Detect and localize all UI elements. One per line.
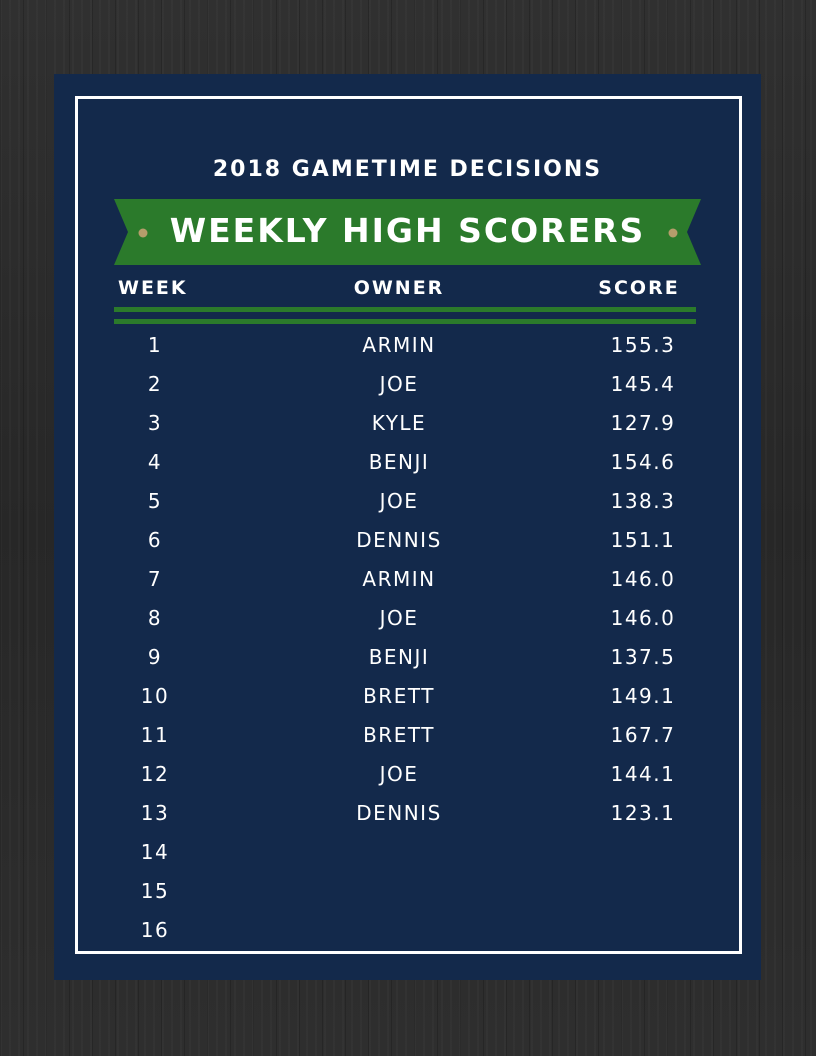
score-cell: 149.1 xyxy=(610,684,676,708)
week-cell: 5 xyxy=(147,489,163,513)
week-cell: 8 xyxy=(147,606,163,630)
week-cell: 13 xyxy=(140,801,170,825)
score-cell: 137.5 xyxy=(610,645,676,669)
table-row: 14 xyxy=(0,833,816,872)
table-row: 3 KYLE 127.9 xyxy=(0,404,816,443)
owner-cell: BRETT xyxy=(363,723,435,747)
table-row: 4 BENJI 154.6 xyxy=(0,443,816,482)
week-cell: 12 xyxy=(140,762,170,786)
table-row: 5 JOE 138.3 xyxy=(0,482,816,521)
owner-cell: BRETT xyxy=(363,684,435,708)
owner-cell: DENNIS xyxy=(356,528,442,552)
poster-frame xyxy=(75,96,742,954)
week-cell: 9 xyxy=(147,645,163,669)
week-cell: 6 xyxy=(147,528,163,552)
week-cell: 2 xyxy=(147,372,163,396)
score-cell: 154.6 xyxy=(610,450,676,474)
banner-ribbon-shape xyxy=(114,199,701,265)
league-name: 2018 GAMETIME DECISIONS xyxy=(212,157,603,182)
score-cell: 167.7 xyxy=(610,723,676,747)
table-row: 11 BRETT 167.7 xyxy=(0,716,816,755)
table-row: 9 BENJI 137.5 xyxy=(0,638,816,677)
owner-cell: JOE xyxy=(379,606,419,630)
title-banner: WEEKLY HIGH SCORERS xyxy=(114,199,701,265)
header-divider-top xyxy=(114,307,696,312)
column-header-owner: OWNER xyxy=(353,277,445,299)
owner-cell: KYLE xyxy=(371,411,427,435)
week-cell: 7 xyxy=(147,567,163,591)
score-cell: 146.0 xyxy=(610,567,676,591)
owner-cell: JOE xyxy=(379,372,419,396)
header-divider-bottom xyxy=(114,319,696,324)
score-cell: 155.3 xyxy=(610,333,676,357)
owner-cell: JOE xyxy=(379,762,419,786)
table-row: 1 ARMIN 155.3 xyxy=(0,326,816,365)
banner-dot-right xyxy=(668,228,678,238)
table-row: 12 JOE 144.1 xyxy=(0,755,816,794)
week-cell: 3 xyxy=(147,411,163,435)
scores-table: 1 ARMIN 155.3 2 JOE 145.4 3 KYLE 127.9 4… xyxy=(0,326,816,950)
column-header-score: SCORE xyxy=(598,277,680,299)
page-title: WEEKLY HIGH SCORERS xyxy=(169,211,646,250)
score-cell: 138.3 xyxy=(610,489,676,513)
score-cell: 123.1 xyxy=(610,801,676,825)
score-cell: 145.4 xyxy=(610,372,676,396)
owner-cell: JOE xyxy=(379,489,419,513)
week-cell: 15 xyxy=(140,879,170,903)
owner-cell: ARMIN xyxy=(362,567,436,591)
table-row: 7 ARMIN 146.0 xyxy=(0,560,816,599)
table-row: 13 DENNIS 123.1 xyxy=(0,794,816,833)
banner-dot-left xyxy=(138,228,148,238)
week-cell: 10 xyxy=(140,684,170,708)
score-cell: 146.0 xyxy=(610,606,676,630)
table-row: 6 DENNIS 151.1 xyxy=(0,521,816,560)
owner-cell: DENNIS xyxy=(356,801,442,825)
score-cell: 127.9 xyxy=(610,411,676,435)
table-row: 8 JOE 146.0 xyxy=(0,599,816,638)
week-cell: 16 xyxy=(140,918,170,942)
week-cell: 11 xyxy=(140,723,170,747)
week-cell: 4 xyxy=(147,450,163,474)
owner-cell: BENJI xyxy=(368,645,430,669)
table-row: 2 JOE 145.4 xyxy=(0,365,816,404)
column-header-week: WEEK xyxy=(118,277,188,299)
week-cell: 1 xyxy=(147,333,163,357)
table-row: 16 xyxy=(0,911,816,950)
score-cell: 144.1 xyxy=(610,762,676,786)
table-row: 15 xyxy=(0,872,816,911)
owner-cell: ARMIN xyxy=(362,333,436,357)
week-cell: 14 xyxy=(140,840,170,864)
score-cell: 151.1 xyxy=(610,528,676,552)
table-row: 10 BRETT 149.1 xyxy=(0,677,816,716)
owner-cell: BENJI xyxy=(368,450,430,474)
banner-ribbon xyxy=(114,199,701,265)
